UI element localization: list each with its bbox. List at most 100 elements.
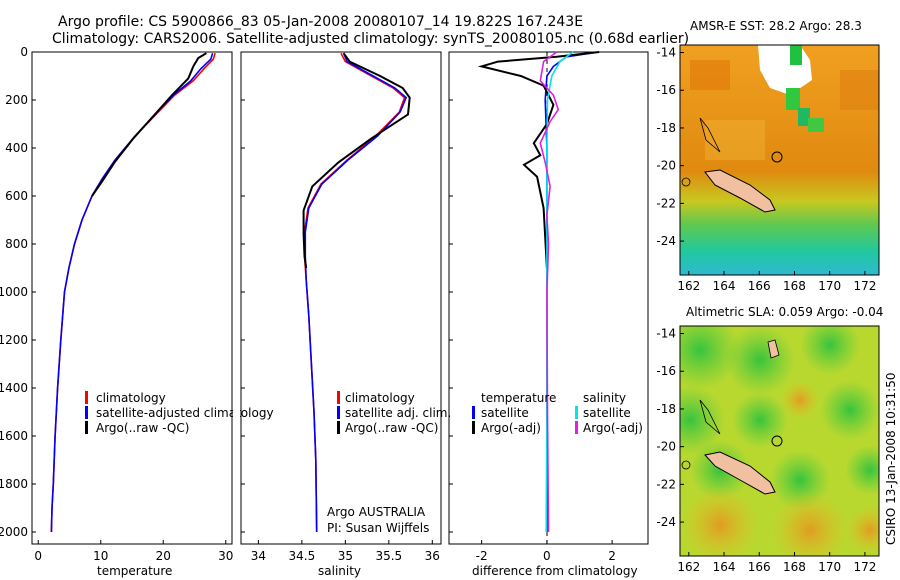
series-line-climatology: [50, 52, 216, 533]
legend-temperature-heading: temperature: [481, 391, 556, 405]
map-x-tick-label: 170: [818, 560, 841, 574]
legend-swatch-satellite: [85, 406, 88, 419]
map-x-tick-label: 164: [713, 279, 736, 293]
map-x-tick-label: 172: [853, 560, 876, 574]
sla-map-title: Altimetric SLA: 0.059 Argo: -0.04: [686, 305, 883, 319]
map-y-tick-label: -18: [656, 402, 676, 416]
x-tick-label: 2: [608, 549, 616, 563]
legend-temp-argo: Argo(-adj): [481, 421, 541, 435]
map-x-tick-label: 162: [677, 279, 700, 293]
legend-argo: Argo(..raw -QC): [345, 421, 438, 435]
temperature-panel: [31, 51, 233, 545]
x-tick-label: 10: [93, 549, 108, 563]
x-tick-label: -2: [476, 549, 488, 563]
difference-axis-label: difference from climatology: [472, 564, 638, 578]
series-line-salinity-argo-adj-: [539, 51, 560, 533]
legend-satellite-adj: satellite adj. clim.: [345, 406, 451, 420]
sst-map-axes: 162 164 166 168 170 172 -14 -16 -18 -20 -22 -24: [656, 46, 876, 293]
series-line-temperature-argo-adj-: [477, 51, 600, 269]
map-x-tick-label: 166: [748, 560, 771, 574]
y-tick-label: 1800: [0, 477, 28, 491]
sst-map-title: AMSR-E SST: 28.2 Argo: 28.3: [690, 19, 862, 33]
y-tick-label: 1400: [0, 381, 28, 395]
series-line-salinity-satellite: [545, 51, 574, 533]
y-tick-label: 600: [5, 189, 28, 203]
map-y-tick-label: -18: [656, 121, 676, 135]
x-tick-label: 0: [34, 549, 42, 563]
figure-title-line1: Argo profile: CS 5900866_83 05-Jan-2008 …: [58, 14, 583, 30]
salinity-legend: climatology satellite adj. clim. Argo(..…: [337, 391, 451, 435]
figure-title-line2: Climatology: CARS2006. Satellite-adjuste…: [52, 31, 689, 47]
temperature-x-axis: 0 10 20 30: [34, 540, 233, 563]
temperature-series: [50, 52, 216, 533]
salinity-panel: [240, 51, 442, 545]
salinity-axis-label: salinity: [318, 564, 361, 578]
temperature-axis-label: temperature: [97, 564, 172, 578]
map-x-tick-label: 170: [818, 279, 841, 293]
series-line-climatology: [303, 52, 406, 533]
series-line-satellite-adjusted-climatology: [50, 52, 214, 533]
y-tick-label: 0: [20, 45, 28, 59]
x-tick-label: 35.5: [375, 549, 402, 563]
y-tick-label: 400: [5, 141, 28, 155]
legend-sal-satellite: satellite: [583, 406, 631, 420]
difference-legend: temperature satellite Argo(-adj) salinit…: [472, 391, 643, 435]
x-tick-label: 34: [251, 549, 266, 563]
map-y-tick-label: -22: [656, 477, 676, 491]
series-line-temperature-satellite: [544, 51, 600, 532]
difference-series: [477, 51, 600, 533]
map-x-tick-label: 172: [853, 279, 876, 293]
timestamp: CSIRO 13-Jan-2008 10:31:50: [884, 373, 898, 545]
legend-temp-satellite: satellite: [481, 406, 529, 420]
map-y-tick-label: -14: [656, 327, 676, 341]
legend-climatology: climatology: [96, 391, 166, 405]
map-y-tick-label: -20: [656, 440, 676, 454]
sla-argo-marker: [771, 435, 783, 447]
map-y-tick-label: -20: [656, 159, 676, 173]
legend-swatch-argo: [85, 421, 88, 434]
sst-argo-marker: [771, 151, 783, 163]
legend-salinity-heading: salinity: [583, 391, 626, 405]
series-line-argo-raw-qc-: [91, 52, 207, 197]
map-y-tick-label: -16: [656, 364, 676, 378]
x-tick-label: 34.5: [289, 549, 316, 563]
y-tick-label: 1600: [0, 429, 28, 443]
salinity-series: [302, 52, 411, 533]
series-line-argo-raw-qc-: [302, 52, 411, 269]
map-x-tick-label: 164: [713, 560, 736, 574]
sla-map-axes: 162 164 166 168 170 172 -14 -16 -18 -20 -22 -24: [656, 327, 876, 574]
map-y-tick-label: -24: [656, 515, 676, 529]
credit-org: Argo AUSTRALIA: [327, 505, 426, 519]
y-tick-label: 1000: [0, 285, 28, 299]
map-x-tick-label: 166: [748, 279, 771, 293]
sla-map: [680, 326, 879, 556]
depth-axis: 0 200 400 600 800 1000 1200 1400 1600 1800 2000: [0, 45, 453, 539]
legend-swatch-argo: [337, 421, 340, 434]
legend-argo: Argo(..raw -QC): [96, 421, 189, 435]
y-tick-label: 800: [5, 237, 28, 251]
map-y-tick-label: -24: [656, 234, 676, 248]
x-tick-label: 35: [338, 549, 353, 563]
map-y-tick-label: -14: [656, 46, 676, 60]
x-tick-label: 0: [543, 549, 551, 563]
salinity-x-axis: 34 34.5 35 35.5 36: [251, 540, 440, 563]
map-y-tick-label: -16: [656, 83, 676, 97]
y-tick-label: 200: [5, 93, 28, 107]
x-tick-label: 20: [156, 549, 171, 563]
series-line-satellite-adj-clim-: [304, 52, 408, 533]
legend-swatch-temp-satellite: [472, 406, 475, 419]
legend-satellite-adjusted: satellite-adjusted climatology: [96, 406, 274, 420]
credit-pi: PI: Susan Wijffels: [327, 521, 429, 535]
x-tick-label: 30: [218, 549, 233, 563]
sst-map: [680, 45, 879, 275]
legend-swatch-climatology: [337, 391, 340, 404]
y-tick-label: 2000: [0, 525, 28, 539]
legend-swatch-sal-argo: [575, 421, 578, 434]
map-y-tick-label: -22: [656, 196, 676, 210]
legend-swatch-satellite: [337, 406, 340, 419]
temperature-legend: climatology satellite-adjusted climatolo…: [85, 391, 274, 435]
legend-swatch-climatology: [85, 391, 88, 404]
x-tick-label: 36: [425, 549, 440, 563]
map-x-tick-label: 162: [677, 560, 700, 574]
